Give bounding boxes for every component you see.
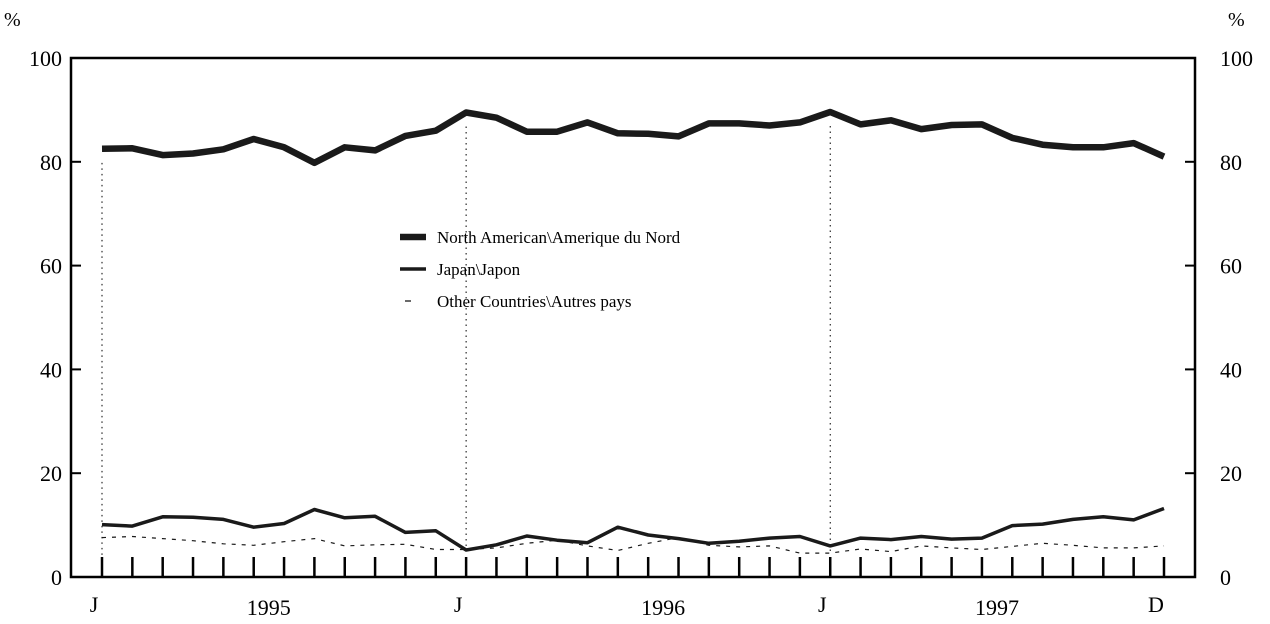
x-tick-label: D — [1148, 592, 1164, 617]
y-axis-unit-left: % — [4, 9, 21, 31]
x-tick-label: J — [454, 592, 463, 617]
legend: North American\Amerique du Nord Japan\Jap… — [400, 228, 681, 311]
x-tick-label: J — [818, 592, 827, 617]
y-tick-label-left: 40 — [40, 357, 62, 382]
y-tick-label-left: 20 — [40, 461, 62, 486]
series-line-2 — [101, 506, 1165, 552]
y-axes: 0 0 20 20 40 40 60 60 80 80 100 100 — [29, 46, 1253, 590]
x-tick-label: 1996 — [641, 595, 685, 620]
legend-label: Other Countries\Autres pays — [437, 292, 632, 311]
y-tick-label-left: 60 — [40, 254, 62, 279]
year-dividers — [101, 125, 831, 555]
y-tick-label-right: 0 — [1220, 565, 1231, 590]
series-layer — [101, 108, 1166, 554]
y-axis-unit-right: % — [1228, 9, 1245, 31]
y-tick-label-right: 20 — [1220, 461, 1242, 486]
x-axis: J 1995 J 1996 J 1997 D — [90, 557, 1166, 620]
y-tick-label-left: 0 — [51, 565, 62, 590]
y-tick-label-left: 80 — [40, 150, 62, 175]
y-tick-label-right: 80 — [1220, 150, 1242, 175]
legend-label: Japan\Japon — [437, 260, 521, 279]
x-tick-label: 1995 — [247, 595, 291, 620]
series-line-3 — [101, 535, 1165, 554]
x-tick-label: J — [90, 592, 99, 617]
y-tick-label-left: 100 — [29, 46, 62, 71]
x-tick-label: 1997 — [975, 595, 1019, 620]
legend-label: North American\Amerique du Nord — [437, 228, 681, 247]
y-tick-label-right: 100 — [1220, 46, 1253, 71]
y-tick-label-right: 40 — [1220, 357, 1242, 382]
y-tick-label-right: 60 — [1220, 254, 1242, 279]
plot-frame — [69, 56, 1197, 579]
series-line-1 — [101, 108, 1166, 167]
